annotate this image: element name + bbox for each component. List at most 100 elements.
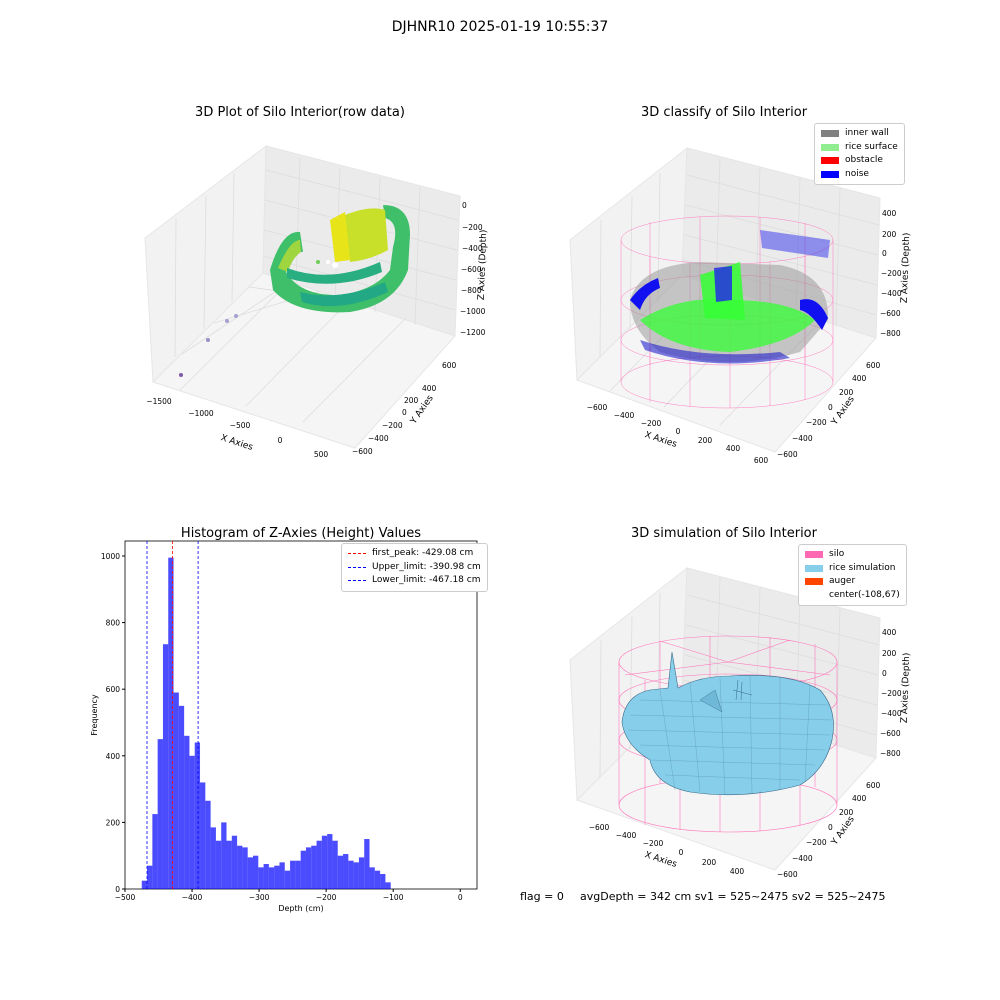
svg-text:−1000: −1000 [460,307,486,316]
histogram-bar [295,860,301,889]
x-tick-label: −200 [316,893,337,902]
legend-item-rice-simulation: rice simulation [805,562,900,576]
histogram-bar [147,865,153,889]
histogram-bar [221,822,227,889]
legend-item-upper-limit: Upper_limit: -390.98 cm [348,561,481,575]
histogram-bar [200,782,206,889]
raw-zlabel: Z Axies (Depth) [477,230,489,301]
svg-text:−400: −400 [368,434,389,443]
svg-text:−600: −600 [880,729,901,738]
classify-yticks: 600 400 200 0 −200 −400 −600 [777,361,881,459]
raw-xlabel: X Axies [219,433,254,453]
svg-text:−1000: −1000 [188,409,214,418]
histogram-bar [168,557,174,889]
histogram-bar [321,835,328,889]
legend-item-inner-wall: inner wall [821,127,898,141]
svg-text:0: 0 [676,427,681,436]
svg-text:−500: −500 [230,421,251,430]
svg-text:−200: −200 [382,421,403,430]
classify-zlabel: Z Axies (Depth) [900,233,912,304]
x-tick-label: −400 [182,893,203,902]
svg-text:−400: −400 [616,831,637,840]
histogram-ylabel: Frequency [90,694,99,736]
histogram-bar [290,860,296,889]
histogram-bar [311,845,317,889]
svg-text:400: 400 [422,384,437,393]
histogram-bar [284,870,291,889]
svg-text:−200: −200 [881,269,902,278]
classify-legend: inner wall rice surface obstacle noise [814,123,905,185]
svg-text:600: 600 [866,781,881,790]
legend-item-noise: noise [821,168,898,182]
classify-point-cloud [630,230,830,364]
histogram-bar [337,855,344,889]
legend-item-obstacle: obstacle [821,154,898,168]
histogram-bar [263,864,269,889]
svg-text:−400: −400 [792,854,813,863]
svg-text:200: 200 [882,649,897,658]
histogram-bar [343,854,349,889]
histogram-bar [380,874,386,889]
simulation-yticks: 600 400 200 0 −200 −400 −600 [777,781,881,879]
histogram-bar [268,867,275,889]
svg-text:0: 0 [402,408,407,417]
svg-text:600: 600 [754,456,769,465]
x-tick-label: 0 [458,893,463,902]
svg-text:−400: −400 [462,244,483,253]
x-tick-label: −500 [115,893,136,902]
svg-text:−200: −200 [806,418,827,427]
histogram-bar [358,857,365,889]
histogram-xticks: −500 −400 −300 −200 −100 0 [115,889,463,902]
svg-text:−200: −200 [641,419,662,428]
footer-avg-depth: avgDepth = 342 cm sv1 = 525~2475 sv2 = 5… [580,890,886,903]
histogram-bar [231,835,238,889]
svg-text:−600: −600 [777,450,798,459]
svg-text:−600: −600 [880,309,901,318]
svg-text:0: 0 [828,403,833,412]
histogram-bar [194,742,201,889]
x-tick-label: −100 [383,893,404,902]
svg-text:−200: −200 [806,838,827,847]
svg-text:−200: −200 [643,839,664,848]
legend-item-rice-surface: rice surface [821,141,898,155]
panel-simulation: 3D simulation of Silo Interior [569,526,912,879]
svg-text:−200: −200 [881,689,902,698]
simulation-legend: silo rice simulation auger center(-108,6… [798,544,907,606]
classify-zticks: 400 200 0 −200 −400 −600 −800 [880,209,902,338]
histogram-bar [279,862,285,889]
histogram-bar [210,827,216,889]
simulation-zticks: 400 200 0 −200 −400 −600 −800 [880,628,902,758]
legend-item-silo: silo [805,548,900,562]
histogram-bar [247,857,253,889]
svg-text:−400: −400 [881,289,902,298]
svg-text:−600: −600 [461,265,482,274]
histogram-bar [215,840,222,889]
legend-item-auger: auger [805,575,900,589]
y-tick-label: 800 [106,619,121,628]
histogram-bar [348,860,354,889]
histogram-bar [189,755,195,889]
simulation-title: 3D simulation of Silo Interior [631,526,818,541]
svg-text:200: 200 [698,436,713,445]
svg-text:0: 0 [462,201,467,210]
raw-title: 3D Plot of Silo Interior(row data) [195,105,405,120]
svg-text:0: 0 [882,669,887,678]
figure-suptitle: DJHNR10 2025-01-19 10:55:37 [392,19,609,35]
svg-text:−1500: −1500 [146,397,172,406]
y-tick-label: 200 [106,818,121,827]
svg-text:400: 400 [882,209,897,218]
histogram-bar [332,840,338,889]
svg-text:200: 200 [839,388,854,397]
footer-flag: flag = 0 [520,890,564,903]
histogram-bar [364,839,370,889]
histogram-bar [162,644,169,889]
svg-text:−600: −600 [587,403,608,412]
histogram-bar [369,867,375,889]
svg-text:400: 400 [852,794,867,803]
panel-raw: 3D Plot of Silo Interior(row data) −1500… [144,105,489,459]
histogram-bars [141,557,391,889]
histogram-bar [237,845,243,889]
histogram-bar [252,855,259,889]
panel-histogram: Histogram of Z-Axies (Height) Values −50… [90,526,478,913]
